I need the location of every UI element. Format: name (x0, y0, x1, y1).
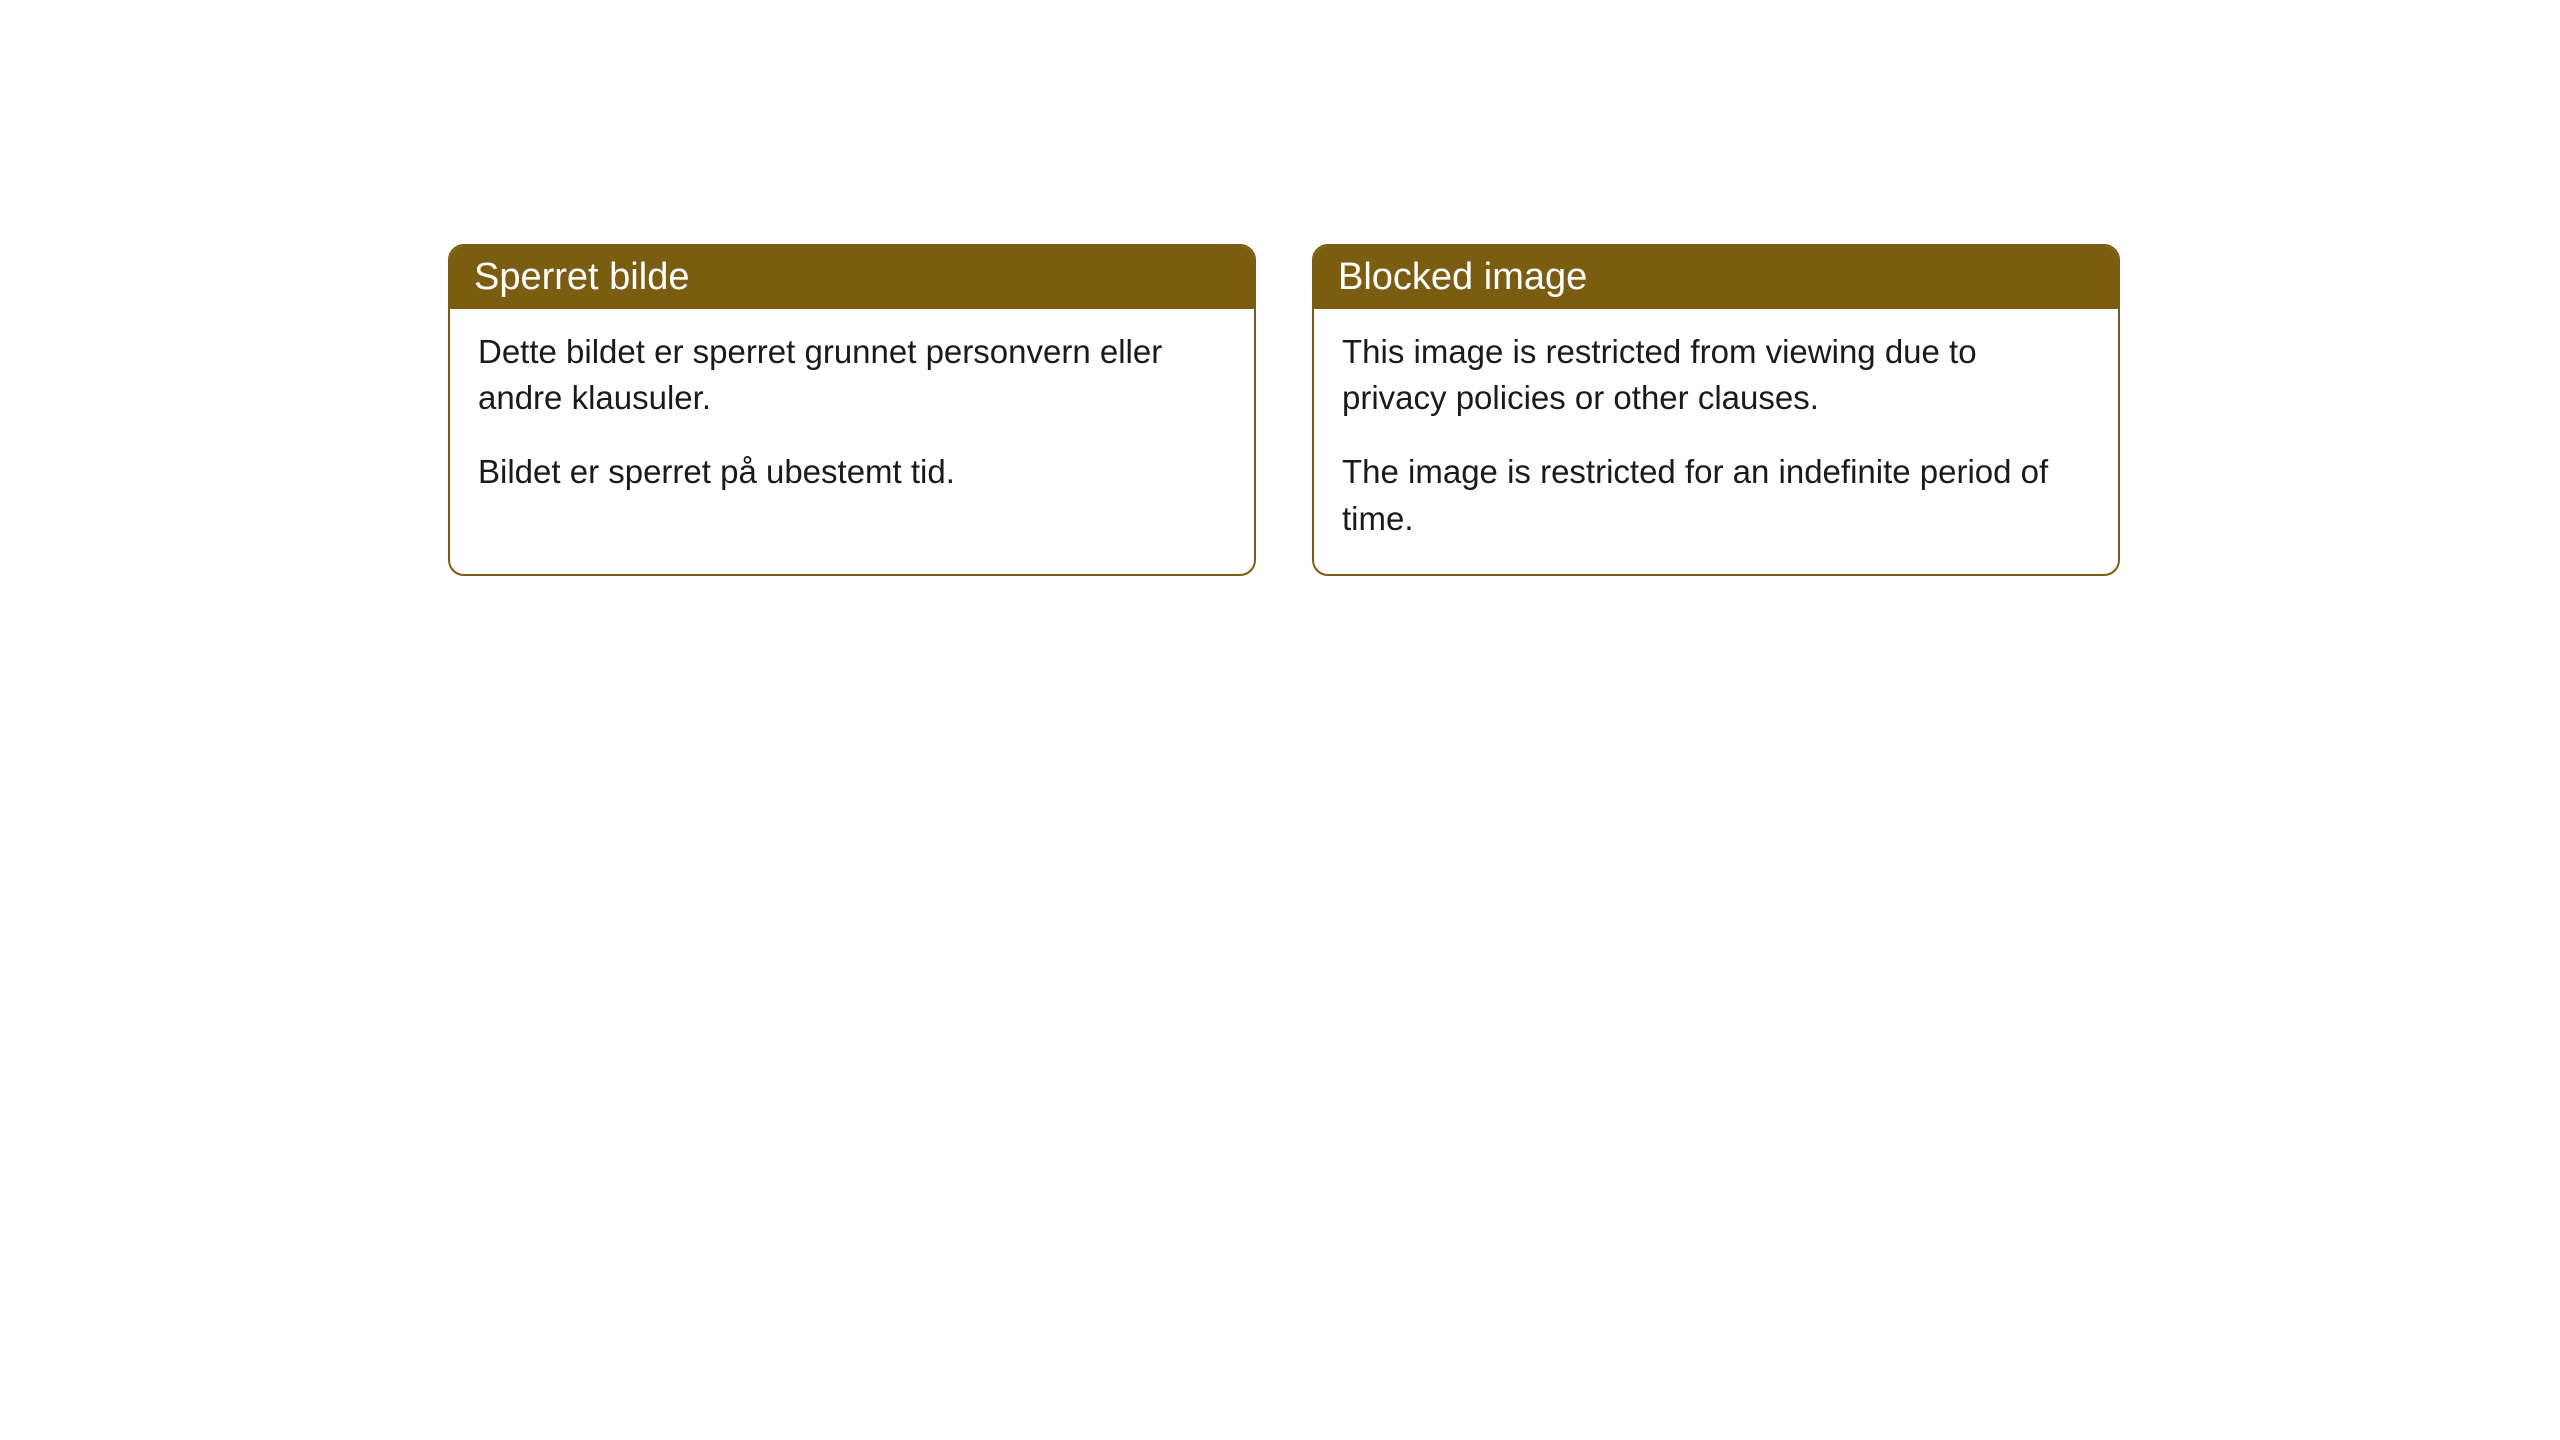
blocked-image-card-norwegian: Sperret bilde Dette bildet er sperret gr… (448, 244, 1256, 576)
card-header: Sperret bilde (450, 246, 1254, 309)
card-paragraph-2: Bildet er sperret på ubestemt tid. (478, 449, 1226, 495)
blocked-image-card-english: Blocked image This image is restricted f… (1312, 244, 2120, 576)
card-paragraph-1: Dette bildet er sperret grunnet personve… (478, 329, 1226, 421)
card-paragraph-2: The image is restricted for an indefinit… (1342, 449, 2090, 541)
card-header: Blocked image (1314, 246, 2118, 309)
card-title: Blocked image (1338, 256, 1587, 298)
card-title: Sperret bilde (474, 256, 689, 298)
card-body: Dette bildet er sperret grunnet personve… (450, 309, 1254, 528)
card-body: This image is restricted from viewing du… (1314, 309, 2118, 574)
card-paragraph-1: This image is restricted from viewing du… (1342, 329, 2090, 421)
cards-container: Sperret bilde Dette bildet er sperret gr… (448, 244, 2120, 576)
